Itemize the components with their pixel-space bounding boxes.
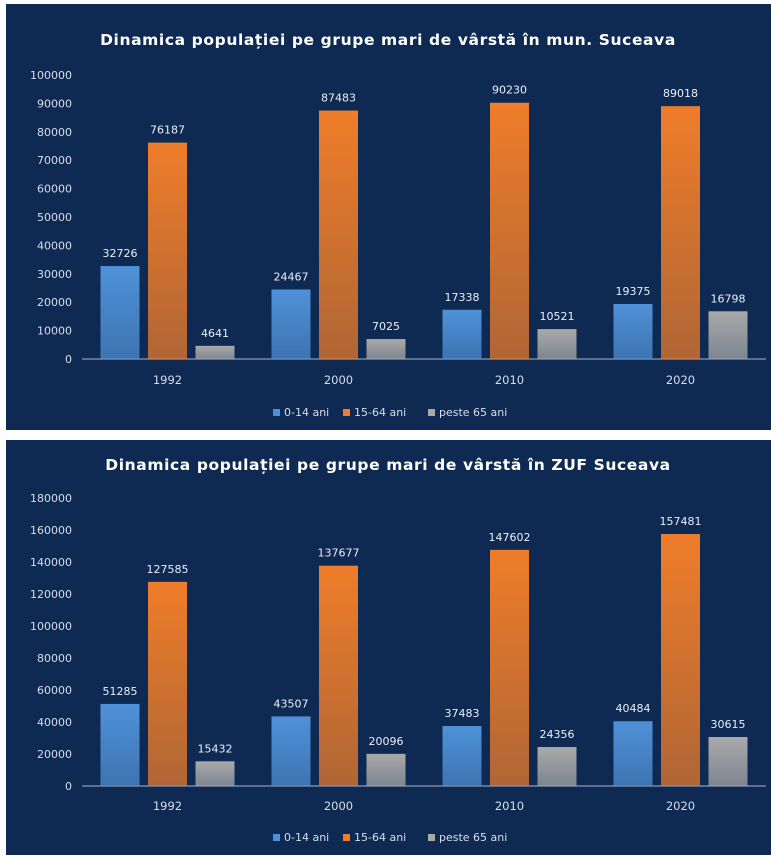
chart-zuf: Dinamica populației pe grupe mari de vâr… [30, 456, 766, 844]
legend-swatch [428, 834, 435, 841]
data-label: 51285 [103, 685, 138, 698]
y-tick-label: 100000 [30, 620, 72, 633]
chart-title: Dinamica populației pe grupe mari de vâr… [100, 31, 676, 49]
data-label: 40484 [616, 702, 651, 715]
bar-2-1992 [195, 761, 235, 786]
data-label: 43507 [274, 697, 309, 710]
legend-label: 15-64 ani [354, 831, 406, 844]
y-tick-label: 140000 [30, 556, 72, 569]
data-label: 10521 [540, 310, 575, 323]
bar-0-2010 [442, 309, 482, 359]
data-label: 90230 [492, 84, 527, 97]
y-tick-label: 90000 [37, 97, 72, 110]
bar-1-1992 [148, 142, 187, 359]
y-tick-label: 0 [65, 780, 72, 793]
y-tick-label: 20000 [37, 296, 72, 309]
data-label: 157481 [660, 515, 702, 528]
bar-0-2020 [613, 721, 653, 786]
bar-1-2010 [490, 102, 529, 360]
data-label: 24467 [274, 271, 309, 284]
bar-2-2010 [537, 329, 577, 359]
data-label: 15432 [198, 742, 233, 755]
y-tick-label: 50000 [37, 211, 72, 224]
bar-1-2000 [319, 565, 358, 786]
y-tick-label: 0 [65, 353, 72, 366]
bar-2-2000 [366, 339, 406, 359]
chart-panel-municipiu: Dinamica populației pe grupe mari de vâr… [6, 4, 771, 430]
data-label: 76187 [150, 124, 185, 137]
y-tick-label: 40000 [37, 239, 72, 252]
bar-2-2020 [708, 737, 748, 786]
bar-1-2020 [661, 534, 700, 786]
data-label: 89018 [663, 87, 698, 100]
bar-0-2000 [271, 716, 311, 786]
bar-0-2010 [442, 726, 482, 786]
y-tick-label: 180000 [30, 492, 72, 505]
data-label: 19375 [616, 285, 651, 298]
x-category-label: 2000 [324, 799, 353, 813]
legend-label: 15-64 ani [354, 406, 406, 419]
bar-0-1992 [100, 703, 140, 786]
x-category-label: 1992 [153, 373, 182, 387]
bar-0-1992 [100, 266, 140, 359]
chart-panel-zuf: Dinamica populației pe grupe mari de vâr… [6, 440, 771, 855]
data-label: 32726 [103, 247, 138, 260]
legend-swatch [428, 409, 435, 416]
y-tick-label: 70000 [37, 154, 72, 167]
x-category-label: 2010 [495, 373, 524, 387]
data-label: 20096 [369, 735, 404, 748]
y-tick-label: 60000 [37, 183, 72, 196]
legend-swatch [343, 834, 350, 841]
data-label: 87483 [321, 92, 356, 105]
y-tick-label: 20000 [37, 748, 72, 761]
bar-2-2000 [366, 753, 406, 786]
y-tick-label: 100000 [30, 69, 72, 82]
bar-2-2020 [708, 311, 748, 359]
data-label: 24356 [540, 728, 575, 741]
legend-swatch [343, 409, 350, 416]
y-tick-label: 80000 [37, 126, 72, 139]
x-category-label: 2020 [666, 373, 695, 387]
y-tick-label: 80000 [37, 652, 72, 665]
data-label: 16798 [711, 292, 746, 305]
y-tick-label: 40000 [37, 716, 72, 729]
y-tick-label: 160000 [30, 524, 72, 537]
legend-label: 0-14 ani [284, 406, 329, 419]
data-label: 17338 [445, 291, 480, 304]
data-label: 4641 [201, 327, 229, 340]
data-label: 137677 [318, 547, 360, 560]
legend-swatch [273, 834, 280, 841]
bar-1-1992 [148, 581, 187, 786]
bar-2-2010 [537, 747, 577, 786]
y-tick-label: 120000 [30, 588, 72, 601]
y-tick-label: 10000 [37, 325, 72, 338]
y-tick-label: 60000 [37, 684, 72, 697]
bar-1-2000 [319, 110, 358, 359]
bar-1-2020 [661, 106, 700, 360]
legend-label: 0-14 ani [284, 831, 329, 844]
x-category-label: 2000 [324, 373, 353, 387]
data-label: 127585 [147, 563, 189, 576]
bar-2-1992 [195, 345, 235, 359]
data-label: 30615 [711, 718, 746, 731]
chart-title: Dinamica populației pe grupe mari de vâr… [105, 456, 671, 474]
data-label: 147602 [489, 531, 531, 544]
x-category-label: 2010 [495, 799, 524, 813]
bar-1-2010 [490, 549, 529, 786]
legend-label: peste 65 ani [439, 406, 507, 419]
chart-municipiu: Dinamica populației pe grupe mari de vâr… [30, 31, 766, 419]
data-label: 7025 [372, 320, 400, 333]
legend-label: peste 65 ani [439, 831, 507, 844]
bar-0-2000 [271, 289, 311, 359]
y-tick-label: 30000 [37, 268, 72, 281]
x-category-label: 2020 [666, 799, 695, 813]
bar-0-2020 [613, 303, 653, 359]
legend-swatch [273, 409, 280, 416]
x-category-label: 1992 [153, 799, 182, 813]
data-label: 37483 [445, 707, 480, 720]
